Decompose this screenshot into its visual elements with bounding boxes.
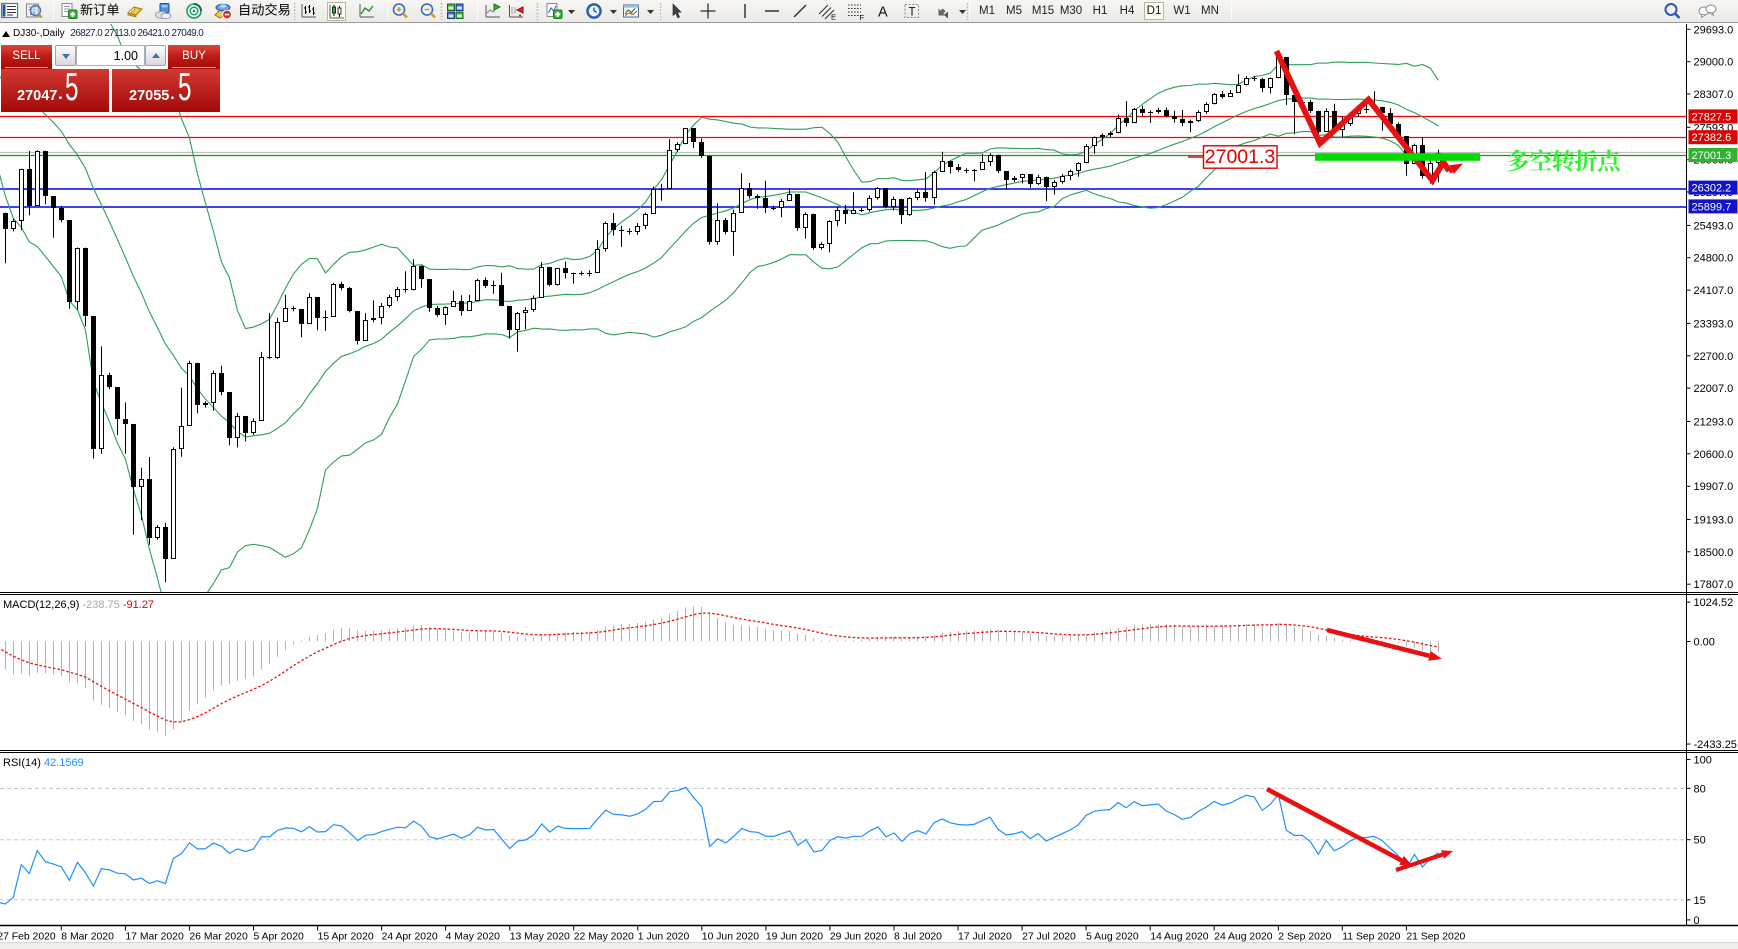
svg-text:27 Jul 2020: 27 Jul 2020 xyxy=(1022,932,1076,943)
svg-text:RSI(14) 42.1569: RSI(14) 42.1569 xyxy=(3,757,84,769)
svg-text:15 Apr 2020: 15 Apr 2020 xyxy=(318,932,374,943)
svg-text:29000.0: 29000.0 xyxy=(1694,57,1734,69)
svg-text:17 Mar 2020: 17 Mar 2020 xyxy=(125,932,184,943)
svg-text:-2433.25: -2433.25 xyxy=(1694,739,1737,751)
svg-text:10 Jun 2020: 10 Jun 2020 xyxy=(702,932,759,943)
svg-text:T: T xyxy=(909,7,916,19)
svg-text:11 Sep 2020: 11 Sep 2020 xyxy=(1342,932,1400,943)
svg-text:50: 50 xyxy=(1694,835,1706,847)
svg-text:5 Aug 2020: 5 Aug 2020 xyxy=(1086,932,1139,943)
svg-text:24107.0: 24107.0 xyxy=(1694,285,1734,297)
svg-text:22 May 2020: 22 May 2020 xyxy=(574,932,634,943)
svg-text:14 Aug 2020: 14 Aug 2020 xyxy=(1150,932,1209,943)
svg-text:29693.0: 29693.0 xyxy=(1694,24,1734,36)
svg-text:27382.6: 27382.6 xyxy=(1692,132,1732,144)
svg-text:F: F xyxy=(860,13,865,21)
svg-text:18500.0: 18500.0 xyxy=(1694,547,1734,559)
svg-text:1 Jun 2020: 1 Jun 2020 xyxy=(638,932,690,943)
svg-text:17807.0: 17807.0 xyxy=(1694,579,1734,591)
svg-text:27001.3: 27001.3 xyxy=(1692,150,1732,162)
svg-text:0.00: 0.00 xyxy=(1694,637,1715,649)
svg-text:19907.0: 19907.0 xyxy=(1694,481,1734,493)
svg-text:19 Jun 2020: 19 Jun 2020 xyxy=(766,932,823,943)
svg-text:MACD(12,26,9) -238.75 -91.27: MACD(12,26,9) -238.75 -91.27 xyxy=(3,599,154,611)
svg-text:19193.0: 19193.0 xyxy=(1694,515,1734,527)
svg-text:2 Sep 2020: 2 Sep 2020 xyxy=(1278,932,1331,943)
svg-text:25899.7: 25899.7 xyxy=(1692,201,1732,213)
svg-text:28307.0: 28307.0 xyxy=(1694,89,1734,101)
svg-text:5 Apr 2020: 5 Apr 2020 xyxy=(254,932,304,943)
svg-text:27001.3: 27001.3 xyxy=(1205,146,1276,168)
svg-text:25493.0: 25493.0 xyxy=(1694,220,1734,232)
svg-text:A: A xyxy=(878,5,888,21)
svg-text:E: E xyxy=(831,13,836,22)
svg-text:24 Aug 2020: 24 Aug 2020 xyxy=(1214,932,1273,943)
svg-text:8 Mar 2020: 8 Mar 2020 xyxy=(61,932,114,943)
svg-text:21293.0: 21293.0 xyxy=(1694,417,1734,429)
svg-text:26302.2: 26302.2 xyxy=(1692,183,1732,195)
svg-text:22007.0: 22007.0 xyxy=(1694,383,1734,395)
svg-text:27827.5: 27827.5 xyxy=(1692,111,1732,123)
svg-text:23393.0: 23393.0 xyxy=(1694,318,1734,330)
svg-text:26 Mar 2020: 26 Mar 2020 xyxy=(189,932,248,943)
svg-text:22700.0: 22700.0 xyxy=(1694,351,1734,363)
svg-text:4 May 2020: 4 May 2020 xyxy=(446,932,501,943)
svg-text:80: 80 xyxy=(1694,783,1706,795)
svg-text:1024.52: 1024.52 xyxy=(1694,597,1734,609)
svg-text:17 Jul 2020: 17 Jul 2020 xyxy=(958,932,1012,943)
svg-text:20600.0: 20600.0 xyxy=(1694,449,1734,461)
svg-text:100: 100 xyxy=(1694,754,1712,766)
svg-text:24 Apr 2020: 24 Apr 2020 xyxy=(382,932,438,943)
svg-text:27 Feb 2020: 27 Feb 2020 xyxy=(0,932,56,943)
svg-text:8 Jul 2020: 8 Jul 2020 xyxy=(894,932,942,943)
svg-text:24800.0: 24800.0 xyxy=(1694,253,1734,265)
svg-text:0: 0 xyxy=(1694,915,1700,927)
svg-text:21 Sep 2020: 21 Sep 2020 xyxy=(1406,932,1465,943)
svg-text:13 May 2020: 13 May 2020 xyxy=(510,932,570,943)
svg-text:29 Jun 2020: 29 Jun 2020 xyxy=(830,932,887,943)
svg-text:15: 15 xyxy=(1694,895,1706,907)
